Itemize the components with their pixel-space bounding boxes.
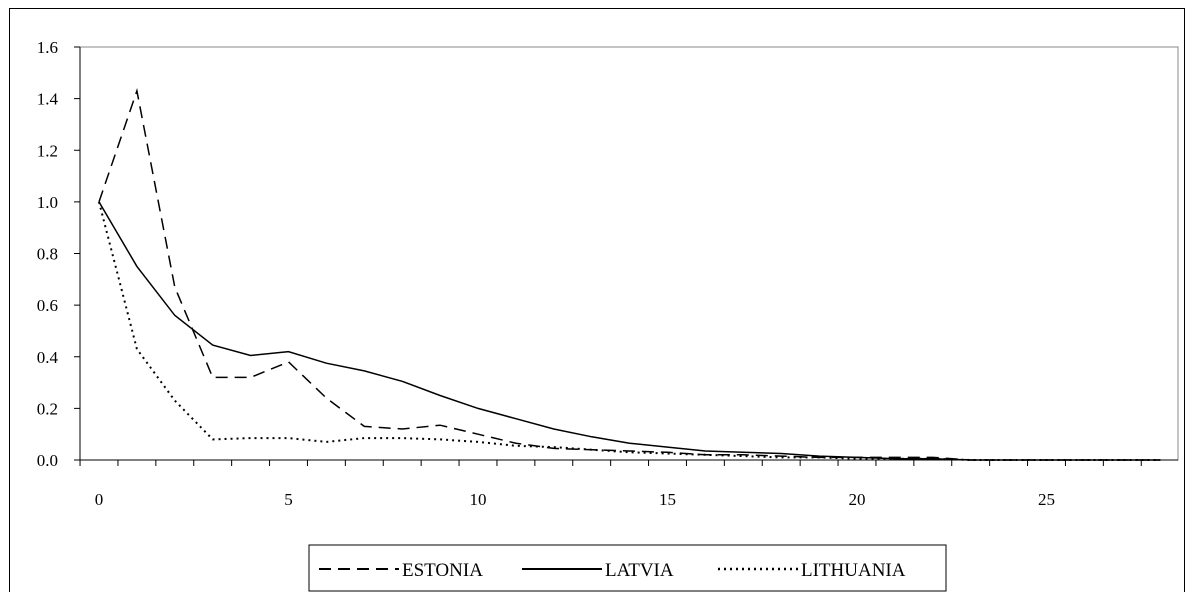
x-tick-label: 25: [1038, 490, 1055, 509]
x-tick-label: 15: [659, 490, 676, 509]
legend-box: [308, 544, 947, 592]
x-tick-label: 20: [849, 490, 866, 509]
x-tick-label: 0: [95, 490, 104, 509]
plot-area-border: [79, 46, 1179, 461]
x-tick-label: 10: [470, 490, 487, 509]
chart-frame: [9, 8, 1185, 592]
legend-label-estonia: ESTONIA: [402, 560, 483, 581]
y-tick-label: 0.4: [37, 348, 59, 367]
legend-label-lithuania: LITHUANIA: [801, 560, 906, 581]
legend: ESTONIA LATVIA LITHUANIA: [308, 544, 947, 592]
x-tick-label: 5: [284, 490, 293, 509]
series-lines: [98, 87, 1161, 461]
series-line-latvia: [98, 201, 1161, 461]
legend-label-latvia: LATVIA: [605, 560, 674, 581]
x-axis: 0 5 10 15 20 25: [79, 459, 1178, 509]
y-tick-label: 1.4: [37, 90, 59, 109]
y-tick-label: 0.6: [37, 296, 58, 315]
y-axis: 0.0 0.2 0.4 0.6 0.8 1.0 1.2 1.4 1.6: [37, 38, 81, 470]
series-line-lithuania: [98, 201, 1161, 461]
y-tick-label: 1.2: [37, 141, 58, 160]
y-tick-label: 0.8: [37, 245, 58, 264]
y-tick-label: 0.2: [37, 399, 58, 418]
plot-area: [79, 46, 1179, 461]
y-tick-label: 1.0: [37, 193, 58, 212]
y-tick-label: 0.0: [37, 451, 58, 470]
y-tick-label: 1.6: [37, 38, 58, 57]
series-line-estonia: [98, 87, 1161, 461]
